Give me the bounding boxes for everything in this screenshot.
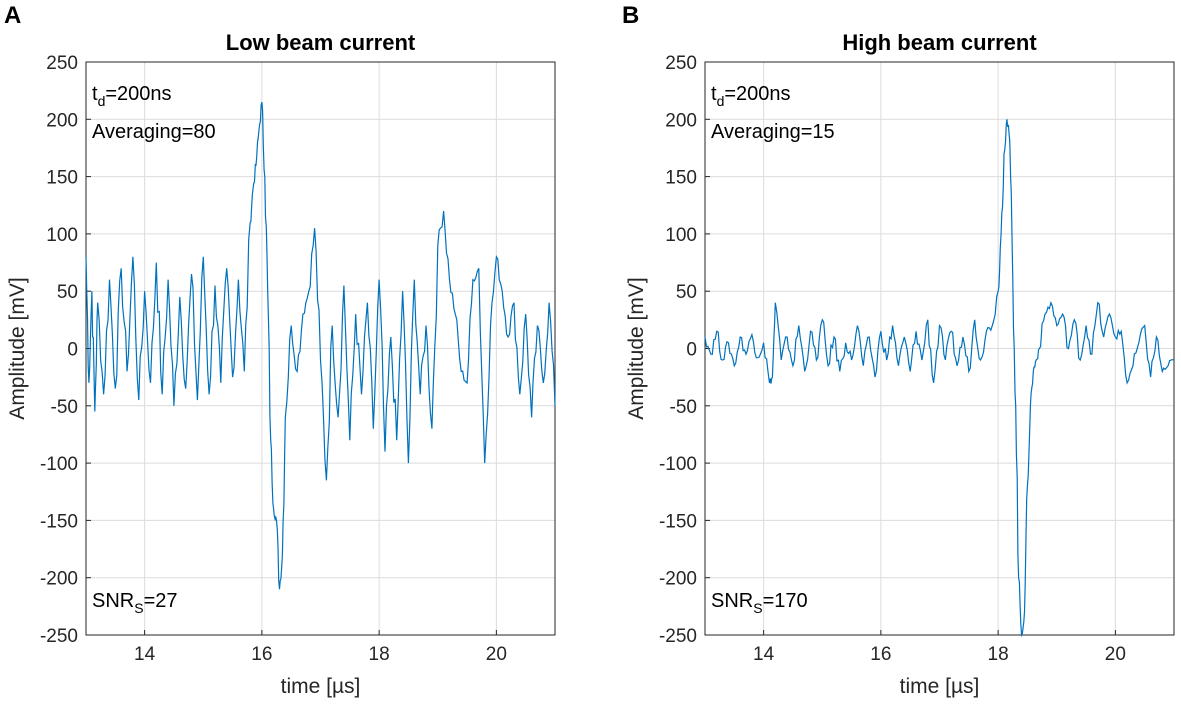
panel-letter-a: A [4,2,22,29]
x-tick-label: 20 [1105,644,1126,665]
y-tick-label: -50 [51,397,78,418]
x-tick-label: 16 [870,644,891,665]
chart-panel-high-beam: 14 16 18 20 -250 -200 -150 -100 -50 0 50 100 150 200 2… [625,30,1175,698]
chart-panel-low-beam: 14 16 18 20 -250 -200 -150 -100 -50 0 50 100 150 200 2… [6,30,556,698]
x-tick-label: 16 [251,644,272,665]
snr-annotation: SNRS=170 [711,590,808,616]
y-tick-label: 250 [46,53,78,74]
y-tick-label: 200 [46,110,78,131]
signal-line [704,119,1175,638]
y-tick-label: -100 [40,454,78,475]
y-axis-label: Amplitude [mV] [6,277,29,419]
y-tick-label: -200 [40,569,78,590]
y-tick-label: -250 [40,626,78,647]
y-tick-label: 150 [665,168,697,189]
chart-title: High beam current [842,30,1037,55]
y-tick-label: 0 [67,340,78,361]
y-tick-label: 100 [665,225,697,246]
y-tick-label: -150 [659,511,697,532]
delay-annotation: td=200ns [711,83,791,109]
delay-annotation: td=200ns [92,83,172,109]
snr-annotation: SNRS=27 [92,590,178,616]
panel-letter-b: B [622,2,640,29]
averaging-annotation: Averaging=80 [92,121,216,143]
x-axis-label: time [µs] [281,675,361,698]
chart-title: Low beam current [226,30,416,55]
y-tick-label: -250 [659,626,697,647]
axis-ticks: 14 16 18 20 -250 -200 -150 -100 -50 0 50 100 150 200 2… [659,53,1126,665]
y-tick-label: -200 [659,569,697,590]
x-tick-label: 18 [988,644,1009,665]
x-tick-label: 20 [486,644,507,665]
y-tick-label: -100 [659,454,697,475]
y-tick-label: 200 [665,110,697,131]
y-tick-label: 50 [676,282,697,303]
y-tick-label: 50 [57,282,78,303]
x-tick-label: 14 [134,644,156,665]
y-tick-label: 0 [686,340,697,361]
grid-lines [705,61,1174,636]
averaging-annotation: Averaging=15 [711,121,835,143]
y-tick-label: 250 [665,53,697,74]
x-tick-label: 18 [369,644,390,665]
x-axis-label: time [µs] [900,675,980,698]
y-axis-label: Amplitude [mV] [625,277,648,419]
y-tick-label: 100 [46,225,78,246]
y-tick-label: -50 [670,397,697,418]
axis-ticks: 14 16 18 20 -250 -200 -150 -100 -50 0 50 100 150 200 2… [40,53,507,665]
signal-line [85,101,556,590]
y-tick-label: -150 [40,511,78,532]
x-tick-label: 14 [753,644,775,665]
y-tick-label: 150 [46,168,78,189]
